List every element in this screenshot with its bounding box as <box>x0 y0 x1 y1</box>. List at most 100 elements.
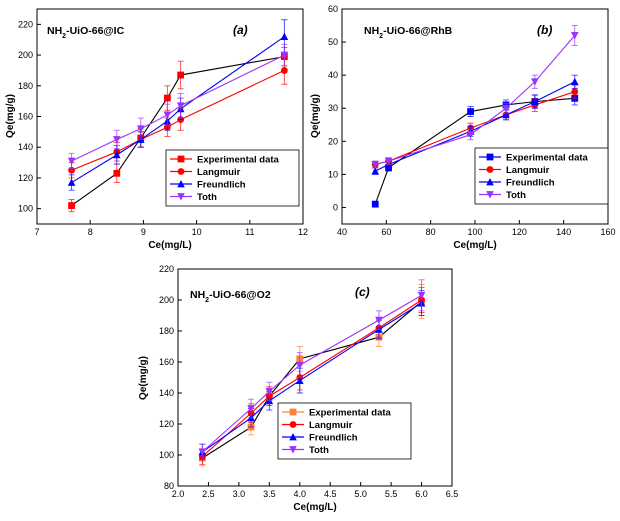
panel-c-ytick-label: 120 <box>159 419 174 429</box>
panel-b-toth-point <box>384 157 393 166</box>
panel-b-legend-toth-marker <box>486 191 494 199</box>
panel-c-ytick-label: 180 <box>159 326 174 336</box>
panel-a-legend-freundlich-label: Freundlich <box>197 180 246 191</box>
panel-c-legend-toth-marker <box>289 446 297 454</box>
panel-b-toth-line <box>375 35 576 165</box>
panel-b-legend-langmuir-label: Langmuir <box>506 165 550 176</box>
panel-c-xtick-label: 5.0 <box>354 489 367 499</box>
panel-c-legend-experimental-data-label: Experimental data <box>309 408 392 419</box>
panel-b-legend-langmuir-marker <box>486 166 494 173</box>
panel-b-langmuir-point <box>571 88 579 96</box>
panel-b-ytick-label: 20 <box>328 136 338 146</box>
panel-a-xtick-label: 11 <box>245 227 254 237</box>
panel-b-experimental-data-point <box>467 108 474 115</box>
panel-b-freundlich-point <box>371 167 380 175</box>
panel-b-legend-freundlich-marker <box>486 178 494 186</box>
panel-a-xtick-label: 9 <box>141 227 146 237</box>
panel-c-xtick-label: 2.5 <box>202 489 215 499</box>
panel-a-xlabel: Ce(mg/L) <box>148 240 191 251</box>
panel-a-langmuir-line <box>71 69 285 171</box>
panel-b-freundlich-point <box>502 110 510 119</box>
panel-b-xlabel: Ce(mg/L) <box>453 240 496 251</box>
panel-b-xtick-label: 160 <box>600 227 615 237</box>
panel-a-toth-point <box>67 157 76 166</box>
panel-c-xtick-label: 3.5 <box>263 489 276 499</box>
panel-c-xtick-label: 2.0 <box>172 489 185 499</box>
panel-b-ytick-label: 40 <box>328 70 338 80</box>
panel-c-legend-langmuir-marker <box>289 421 297 428</box>
panel-c-xtick-label: 4.0 <box>294 489 307 499</box>
panel-a-legend-freundlich-marker <box>177 180 185 188</box>
panel-c-ytick-label: 200 <box>159 295 174 305</box>
panel-c-legend-freundlich-marker <box>289 433 297 441</box>
panel-a-legend-experimental-data-label: Experimental data <box>197 155 280 166</box>
panel-a-ytick-label: 120 <box>18 173 33 183</box>
panel-b-xtick-label: 40 <box>337 227 347 237</box>
panel-b-grid-ticks: 40 60 80 100 120 140 160 0 10 20 30 40 50 60 <box>328 4 616 237</box>
panel-c-ytick-label: 80 <box>164 481 174 491</box>
panel-a-experimental-data-point <box>68 202 75 209</box>
panel-b-experimental-data-point <box>371 200 379 208</box>
panel-a-toth-line <box>71 54 285 162</box>
panel-b-xtick-label: 100 <box>467 227 482 237</box>
panel-b-toth-point <box>531 78 539 86</box>
panel-a-xtick-label: 8 <box>88 227 93 237</box>
panel-b-letter: (b) <box>537 23 552 37</box>
panel-c-ytick-label: 160 <box>159 357 174 367</box>
panel-b-toth-point <box>502 104 510 113</box>
panel-b: 40 60 80 100 120 140 160 0 10 20 30 40 50 60 NH2-UiO-… <box>310 4 616 251</box>
panel-c-toth-line <box>201 294 422 453</box>
panel-a-legend-langmuir-label: Langmuir <box>197 167 241 178</box>
panel-c-letter: (c) <box>355 285 370 299</box>
panel-c-legend-langmuir-label: Langmuir <box>309 420 353 431</box>
panel-a-toth-point <box>136 125 145 133</box>
panel-a-experimental-data-point <box>163 94 171 102</box>
panel-c-legend-toth-label: Toth <box>309 445 329 456</box>
panel-c-plot-frame <box>177 268 453 487</box>
panel-a-xtick-label: 12 <box>298 227 308 237</box>
panel-c-xlabel: Ce(mg/L) <box>293 502 336 513</box>
panel-b-series <box>371 25 579 208</box>
panel-a-langmuir-point <box>280 67 288 74</box>
panel-c-xtick-label: 6.5 <box>446 489 459 499</box>
panel-b-freundlich-point <box>531 97 539 106</box>
panel-c-toth-point <box>417 291 426 300</box>
panel-c-title: NH2-UiO-66@O2 <box>190 289 271 304</box>
panel-a-toth-point <box>176 102 185 110</box>
panel-a-experimental-data-point <box>113 169 121 177</box>
panel-a-grid-ticks: 7 8 9 10 11 12 100 120 140 160 180 200 220 <box>18 19 308 237</box>
panel-a-xtick-label: 7 <box>34 227 39 237</box>
panel-c-experimental-data-line <box>202 301 422 459</box>
panel-a-series <box>67 19 289 213</box>
panel-b-toth-point <box>466 131 475 139</box>
panel-b-ylabel: Qe(mg/g) <box>310 94 321 138</box>
panel-b-ytick-label: 30 <box>328 103 338 113</box>
panel-c-freundlich-line <box>202 302 422 453</box>
panel-b-xtick-label: 80 <box>426 227 436 237</box>
panel-b-xtick-label: 120 <box>512 227 527 237</box>
panel-a-ytick-label: 180 <box>18 81 33 91</box>
panel-b-title: NH2-UiO-66@RhB <box>364 25 453 40</box>
panel-a-ylabel: Qe(mg/g) <box>5 94 16 138</box>
panel-c: 2.0 2.5 3.0 3.5 4.0 4.5 5.0 5.5 6.0 6.5 80 100 120 14… <box>138 264 458 513</box>
panel-b-legend-toth-label: Toth <box>506 190 526 201</box>
panel-b-experimental-data-line <box>374 97 575 205</box>
panel-c-series <box>198 279 426 467</box>
panel-c-langmuir-line <box>201 299 422 457</box>
panel-c-legend-freundlich-label: Freundlich <box>309 433 358 444</box>
panel-c-ytick-label: 140 <box>159 388 174 398</box>
panel-a-toth-point <box>280 51 289 60</box>
panel-c-grid-ticks: 2.0 2.5 3.0 3.5 4.0 4.5 5.0 5.5 6.0 6.5 80 100 120 14… <box>159 264 458 499</box>
panel-c-xtick-label: 6.0 <box>415 489 428 499</box>
panel-b-ytick-label: 0 <box>333 202 338 212</box>
panel-b-ytick-label: 60 <box>328 4 338 14</box>
panel-b-legend-freundlich-label: Freundlich <box>506 178 555 189</box>
panel-c-toth-point <box>295 361 304 370</box>
panel-b-freundlich-point <box>570 77 579 86</box>
panel-a-ytick-label: 200 <box>18 50 33 60</box>
panel-a-experimental-data-line <box>71 56 285 207</box>
panel-a-xtick-label: 10 <box>192 227 202 237</box>
